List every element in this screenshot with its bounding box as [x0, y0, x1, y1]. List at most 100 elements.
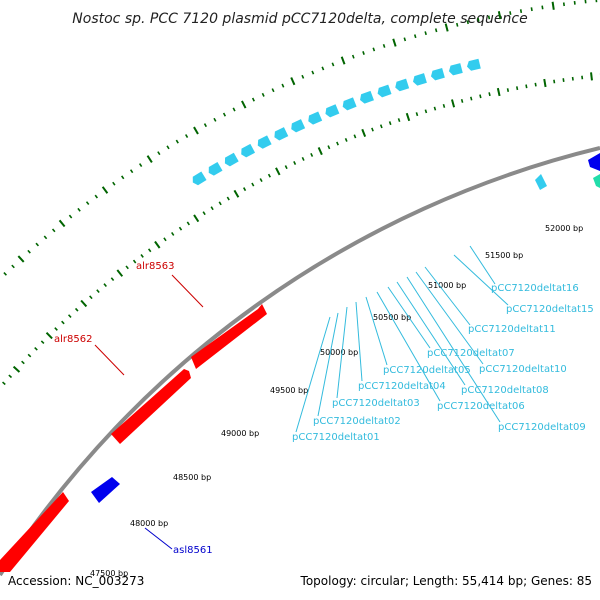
repeat-label-01[interactable]: pCC7120deltat01: [292, 432, 380, 443]
alr8563-leader: [171, 274, 204, 308]
tick-mark: [11, 264, 15, 269]
repeat-label-08[interactable]: pCC7120deltat08: [461, 385, 549, 396]
gene-alr8563-arrow[interactable]: [191, 304, 267, 369]
repeat-arrow[interactable]: [289, 119, 306, 134]
repeat-arrow[interactable]: [255, 135, 272, 150]
repeat-leader-line: [387, 286, 431, 349]
repeat-label-02[interactable]: pCC7120deltat02: [313, 416, 401, 427]
tick-mark: [74, 307, 79, 312]
tick-mark: [261, 92, 265, 97]
tick-mark: [553, 79, 556, 84]
repeat-leader-line: [469, 245, 496, 285]
gene-label-alr8563[interactable]: alr8563: [136, 261, 174, 272]
repeat-arrow[interactable]: [306, 111, 323, 126]
plasmid-backbone: [0, 146, 600, 577]
tick-mark: [61, 320, 65, 325]
tick-mark: [405, 112, 411, 122]
tick-mark: [226, 196, 230, 201]
tick-mark: [271, 88, 275, 93]
tick-mark: [203, 123, 208, 128]
tick-label-52000: 52000 bp: [545, 224, 583, 233]
repeat-regions: [190, 58, 547, 190]
tick-mark: [466, 20, 469, 25]
gene-asl8561-arrow[interactable]: [91, 477, 120, 503]
accession-text: Accession: NC_003273: [8, 574, 144, 588]
tick-mark: [344, 137, 348, 142]
repeat-arrow[interactable]: [430, 68, 445, 81]
repeat-arrow[interactable]: [466, 58, 481, 72]
tick-mark: [388, 121, 392, 126]
tick-mark: [267, 173, 271, 178]
tick-mark: [433, 106, 437, 111]
tick-mark: [251, 182, 255, 187]
tick-mark: [509, 11, 512, 15]
tick-mark: [157, 151, 161, 156]
tick-mark: [562, 78, 565, 82]
repeat-label-06[interactable]: pCC7120deltat06: [437, 401, 525, 412]
gene-alr8562-arrow[interactable]: [111, 369, 191, 444]
repeat-arrow[interactable]: [358, 90, 374, 105]
repeat-arrow[interactable]: [394, 78, 410, 93]
tick-mark: [193, 214, 200, 223]
tick-mark: [336, 141, 339, 146]
gene-partial-arrow[interactable]: [0, 492, 69, 572]
tick-mark: [488, 92, 491, 97]
repeat-arrow[interactable]: [535, 174, 547, 190]
repeat-arrow[interactable]: [190, 171, 207, 187]
repeat-arrow[interactable]: [239, 143, 256, 159]
repeat-label-09[interactable]: pCC7120deltat09: [498, 422, 586, 433]
tick-mark: [434, 28, 438, 33]
tick-mark: [58, 219, 66, 228]
tick-mark: [85, 201, 90, 206]
tick-mark: [147, 248, 152, 253]
repeat-arrow[interactable]: [324, 104, 340, 118]
tick-mark: [67, 314, 72, 318]
tick-mark: [362, 51, 365, 55]
tick-mark: [353, 134, 357, 139]
tick-mark: [444, 23, 449, 32]
tick-mark: [487, 15, 491, 20]
tick-mark: [171, 231, 175, 236]
repeat-label-04[interactable]: pCC7120deltat04: [358, 381, 446, 392]
repeat-arrow[interactable]: [376, 84, 392, 99]
repeat-label-16[interactable]: pCC7120deltat16: [491, 283, 579, 294]
repeat-label-10[interactable]: pCC7120deltat10: [479, 364, 567, 375]
tick-mark: [321, 66, 325, 71]
tick-mark: [470, 96, 473, 101]
repeat-label-05[interactable]: pCC7120deltat05: [383, 365, 471, 376]
tick-mark: [101, 186, 109, 194]
repeat-arrow[interactable]: [341, 97, 357, 111]
repeat-arrow[interactable]: [272, 127, 289, 142]
repeat-arrow[interactable]: [412, 73, 427, 86]
tick-mark: [218, 201, 222, 206]
gene-edge-arrow[interactable]: [588, 153, 600, 171]
gene-edge-teal-arrow[interactable]: [593, 174, 600, 188]
repeat-leader-line: [336, 306, 348, 399]
tick-mark: [590, 72, 593, 81]
tick-mark: [89, 295, 93, 300]
repeat-label-03[interactable]: pCC7120deltat03: [332, 398, 420, 409]
tick-label-51500: 51500 bp: [485, 251, 523, 260]
gene-label-alr8562[interactable]: alr8562: [54, 334, 92, 345]
repeat-arrow[interactable]: [206, 161, 223, 177]
repeat-leader-line: [415, 271, 484, 365]
repeat-arrow[interactable]: [448, 63, 463, 76]
tick-mark: [43, 235, 48, 240]
tick-mark: [351, 54, 355, 59]
tick-mark: [301, 74, 305, 79]
repeat-arrow[interactable]: [222, 152, 239, 168]
repeat-label-11[interactable]: pCC7120deltat11: [468, 324, 556, 335]
repeat-label-07[interactable]: pCC7120deltat07: [427, 348, 515, 359]
tick-mark: [140, 253, 144, 258]
tick-mark: [551, 1, 555, 10]
tick-mark: [340, 56, 346, 65]
gene-label-asl8561[interactable]: asl8561: [173, 545, 213, 556]
tick-mark: [477, 17, 480, 22]
tick-mark: [301, 156, 305, 161]
tick-mark: [125, 265, 129, 270]
tick-mark: [232, 107, 236, 112]
tick-mark: [51, 228, 56, 233]
tick-mark: [3, 272, 7, 276]
repeat-label-15[interactable]: pCC7120deltat15: [506, 304, 594, 315]
